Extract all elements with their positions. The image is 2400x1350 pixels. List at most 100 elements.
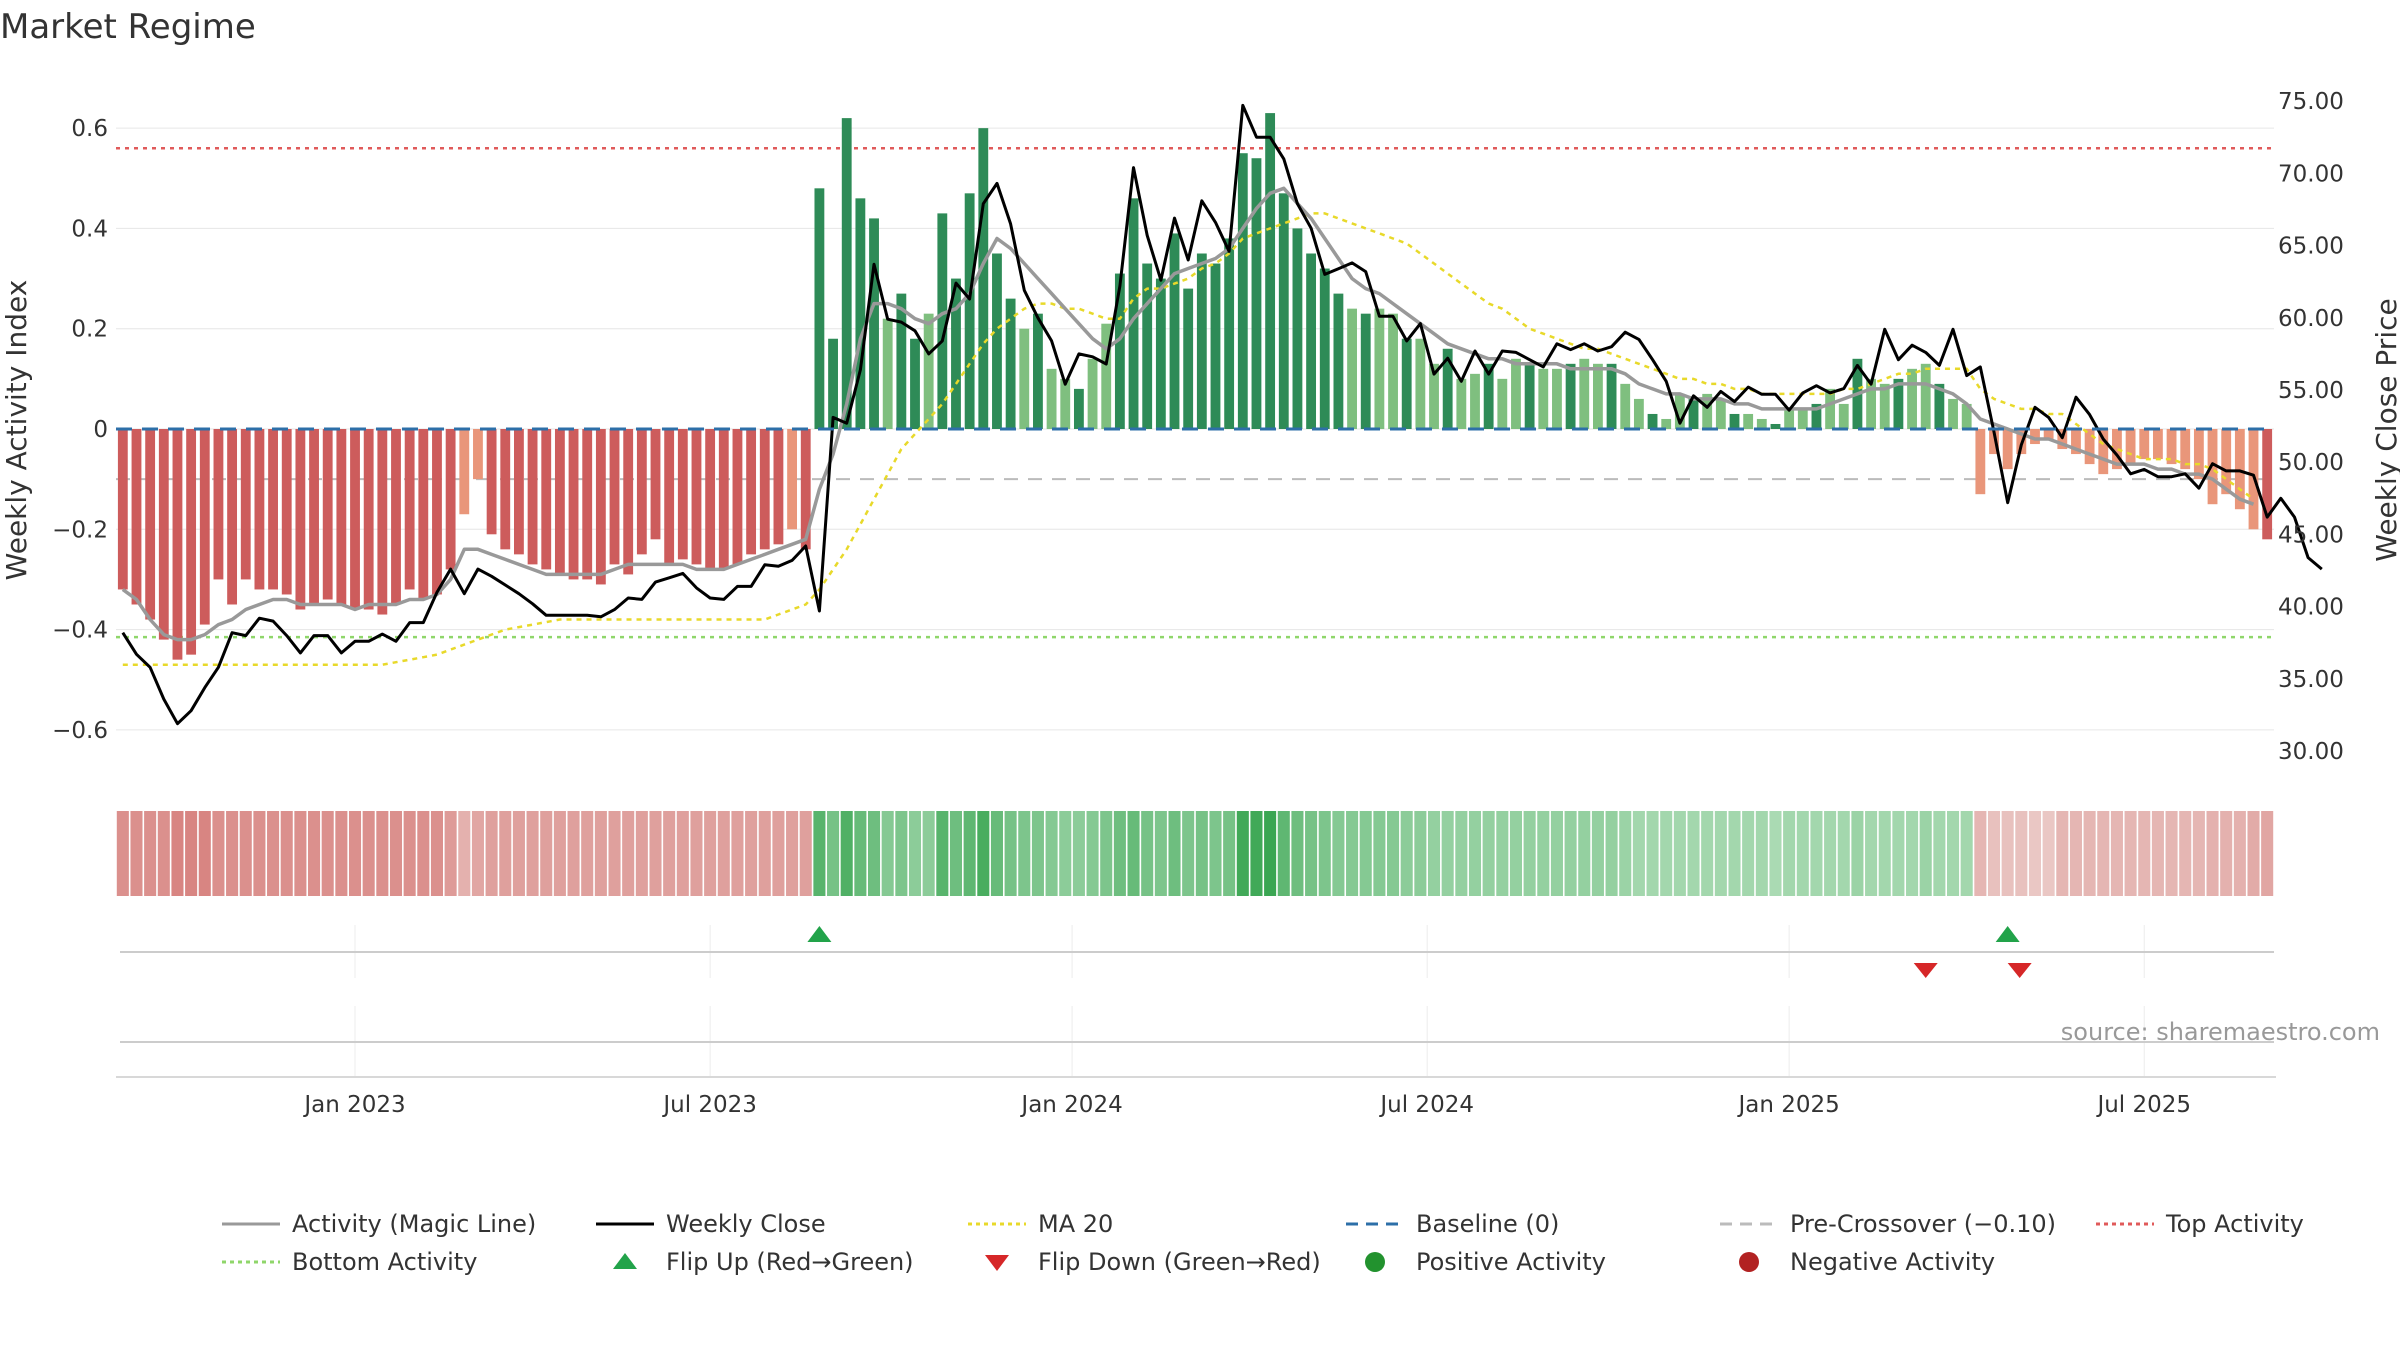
x-tick-label: Jul 2024 xyxy=(1378,1092,1474,1118)
activity-bar xyxy=(759,429,770,550)
activity-bar xyxy=(186,429,197,655)
weekly-close-line xyxy=(121,103,2323,726)
activity-bar xyxy=(1961,403,1972,429)
activity-bar xyxy=(295,429,306,610)
regime-cell xyxy=(567,811,580,896)
regime-cell xyxy=(704,811,717,896)
activity-bar xyxy=(1579,358,1590,429)
activity-bar xyxy=(2084,429,2095,465)
regime-cell xyxy=(157,811,170,896)
regime-cell xyxy=(840,811,853,896)
regime-cell xyxy=(267,811,280,896)
activity-bar xyxy=(1306,253,1317,429)
activity-bar xyxy=(145,429,156,620)
regime-cell xyxy=(2138,811,2151,896)
x-tick-label: Jul 2023 xyxy=(661,1092,757,1118)
activity-bar xyxy=(2221,429,2232,495)
activity-bar xyxy=(1948,398,1958,429)
activity-bar xyxy=(2234,429,2245,510)
activity-bar xyxy=(609,429,620,565)
activity-bar xyxy=(1524,363,1535,429)
regime-cell xyxy=(2261,811,2274,896)
activity-bar xyxy=(1797,408,1808,429)
legend-label: Positive Activity xyxy=(1416,1248,1606,1276)
regime-cell xyxy=(2001,811,2014,896)
regime-cell xyxy=(1031,811,1044,896)
regime-cell xyxy=(1236,811,1249,896)
legend-swatch xyxy=(985,1255,1009,1271)
activity-bar xyxy=(1319,268,1330,429)
activity-bar xyxy=(1360,313,1371,429)
regime-cell xyxy=(649,811,662,896)
activity-bar xyxy=(1347,308,1357,429)
activity-bar xyxy=(1483,363,1494,429)
regime-cell xyxy=(1332,811,1345,896)
regime-cell xyxy=(1455,811,1468,896)
legend-label: MA 20 xyxy=(1038,1210,1113,1238)
regime-cell xyxy=(430,811,443,896)
right-tick-label: 45.00 xyxy=(2278,522,2344,548)
series-lines xyxy=(121,103,2323,726)
regime-cell xyxy=(321,811,334,896)
left-tick-label: 0.2 xyxy=(71,317,108,343)
regime-cell xyxy=(1359,811,1372,896)
activity-bar xyxy=(1647,413,1658,429)
activity-bar xyxy=(1470,373,1480,429)
activity-bar xyxy=(1374,308,1385,429)
activity-bar xyxy=(1169,233,1180,429)
activity-bar xyxy=(800,429,811,550)
activity-bar xyxy=(787,429,797,530)
regime-cell xyxy=(144,811,157,896)
activity-bar xyxy=(910,338,920,429)
legend-swatch xyxy=(1365,1252,1385,1272)
activity-bar xyxy=(117,429,128,590)
regime-cell xyxy=(936,811,949,896)
activity-bar xyxy=(1196,253,1207,429)
activity-bar xyxy=(1497,378,1508,429)
activity-bar xyxy=(336,429,347,605)
right-tick-label: 40.00 xyxy=(2278,595,2344,621)
regime-cell xyxy=(895,811,908,896)
regime-cell xyxy=(2151,811,2164,896)
regime-cell xyxy=(526,811,539,896)
activity-bar xyxy=(391,429,401,605)
activity-bar xyxy=(1770,423,1781,429)
activity-bar xyxy=(1101,323,1112,429)
regime-cell xyxy=(1250,811,1263,896)
activity-bar xyxy=(445,429,456,570)
activity-bar xyxy=(923,313,934,429)
regime-cell xyxy=(1824,811,1837,896)
legend-label: Top Activity xyxy=(2165,1210,2304,1238)
activity-bar xyxy=(486,429,497,535)
activity-bar xyxy=(964,193,975,429)
regime-cell xyxy=(376,811,389,896)
activity-bar xyxy=(1907,368,1917,429)
regime-cell xyxy=(745,811,758,896)
activity-bar xyxy=(1442,348,1453,429)
activity-bar xyxy=(582,429,593,580)
regime-cell xyxy=(348,811,362,896)
regime-cell xyxy=(731,811,744,896)
activity-bar xyxy=(869,218,879,429)
regime-cell xyxy=(2220,811,2233,896)
regime-cell xyxy=(389,811,403,896)
activity-bar xyxy=(1688,398,1699,429)
regime-cell xyxy=(854,811,867,896)
regime-cell xyxy=(417,811,430,896)
regime-cell xyxy=(1291,811,1304,896)
activity-bar xyxy=(2193,429,2204,480)
activity-bar xyxy=(718,429,729,570)
regime-cell xyxy=(881,811,894,896)
activity-bar xyxy=(732,429,743,565)
activity-bar xyxy=(268,429,278,590)
regime-cell xyxy=(676,811,689,896)
regime-cell xyxy=(690,811,703,896)
flip-down-marker xyxy=(1913,963,1938,978)
activity-bar xyxy=(1893,378,1904,429)
regime-cell xyxy=(2015,811,2028,896)
activity-bar xyxy=(1005,298,1016,429)
regime-cell xyxy=(1346,811,1359,896)
regime-cell xyxy=(1646,811,1659,896)
regime-cell xyxy=(253,811,266,896)
regime-cell xyxy=(922,811,935,896)
